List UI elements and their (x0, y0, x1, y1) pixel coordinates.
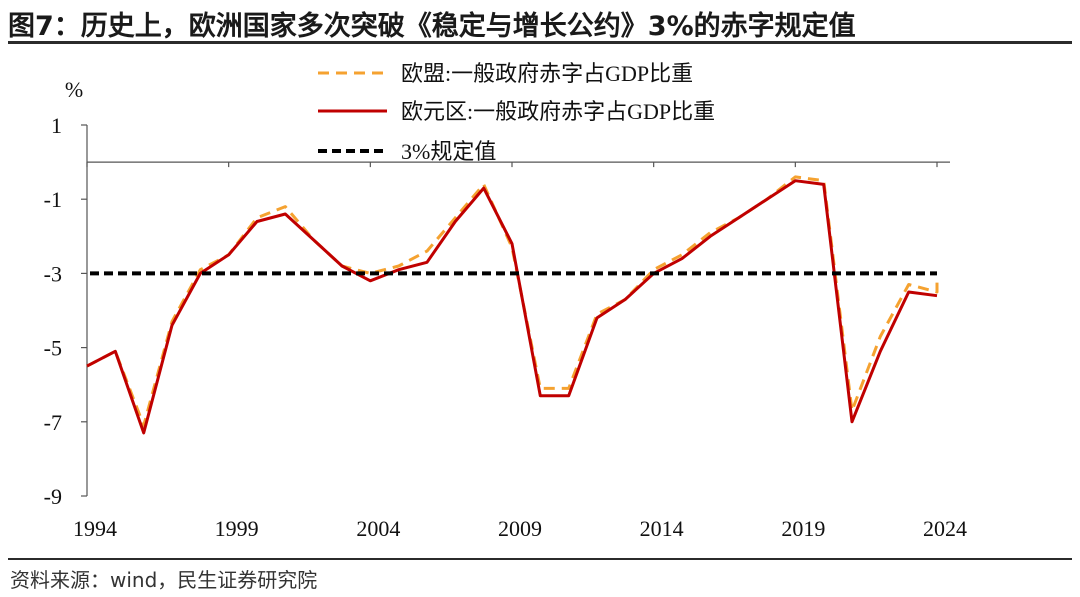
title-rule (8, 41, 1072, 44)
series-line-1 (86, 179, 938, 435)
y-tick-label: -9 (44, 484, 62, 509)
source-note: 资料来源：wind，民生证券研究院 (10, 568, 318, 592)
y-tick-label: 1 (51, 113, 62, 138)
x-tick-label: 2004 (356, 516, 400, 541)
x-tick-label: 2009 (498, 516, 542, 541)
legend-label-2: 3%规定值 (401, 139, 496, 164)
y-tick-label: -1 (44, 187, 62, 212)
x-tick-label: 1999 (215, 516, 259, 541)
x-tick-label: 2014 (640, 516, 684, 541)
axes: 1 -1 -3 -5 -7 -9% 1994 1999 2004 2009 2014 2019 2024 (44, 77, 967, 541)
y-axis-label: % (65, 77, 83, 102)
chart-marks (86, 175, 939, 435)
series-line-0 (86, 175, 939, 427)
source-rule (8, 558, 1072, 560)
legend-label-0: 欧盟:一般政府赤字占GDP比重 (401, 61, 693, 86)
x-tick-label: 2019 (781, 516, 825, 541)
x-tick-label: 1994 (73, 516, 117, 541)
legend-label-1: 欧元区:一般政府赤字占GDP比重 (401, 99, 715, 124)
y-tick-label: -7 (44, 410, 62, 435)
x-tick-label: 2024 (923, 516, 967, 541)
chart-title: 图7：历史上，欧洲国家多次突破《稳定与增长公约》3%的赤字规定值 (8, 11, 856, 42)
y-tick-label: -3 (44, 261, 62, 286)
y-tick-label: -5 (44, 336, 62, 361)
